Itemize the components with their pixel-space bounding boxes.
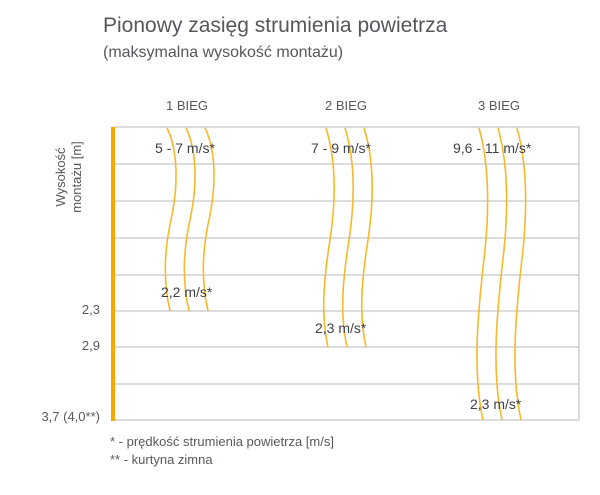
page-subtitle: (maksymalna wysokość montażu) <box>103 44 344 61</box>
speed-top-2: 7 - 9 m/s* <box>311 140 371 156</box>
airflow-stream-2 <box>322 127 373 348</box>
column-header-2-bieg: 2 BIEG <box>325 98 367 113</box>
y-tick-2-9: 2,9 <box>81 338 100 353</box>
speed-top-3: 9,6 - 11 m/s* <box>453 140 532 156</box>
legend-note-speed: * - prędkość strumienia powietrza [m/s] <box>110 434 334 449</box>
airflow-stream-1 <box>164 127 215 312</box>
y-tick-3-7: 3,7 (4,0**) <box>41 409 100 424</box>
speed-bottom-1: 2,2 m/s* <box>161 284 213 300</box>
speed-bottom-2: 2,3 m/s* <box>315 320 367 336</box>
height-axis-bar <box>111 127 115 421</box>
column-header-3-bieg: 3 BIEG <box>478 98 520 113</box>
airflow-stream-3 <box>476 127 527 421</box>
page-title: Pionowy zasięg strumienia powietrza <box>103 14 448 37</box>
legend-note-cold-curtain: ** - kurtyna zimna <box>110 452 213 467</box>
y-axis-label-line1: Wysokość <box>53 147 68 207</box>
speed-bottom-3: 2,3 m/s* <box>470 396 522 412</box>
column-header-1-bieg: 1 BIEG <box>166 98 208 113</box>
y-axis-label-line2: montażu [m] <box>69 141 84 213</box>
speed-top-1: 5 - 7 m/s* <box>155 140 215 156</box>
y-tick-2-3: 2,3 <box>81 302 100 317</box>
